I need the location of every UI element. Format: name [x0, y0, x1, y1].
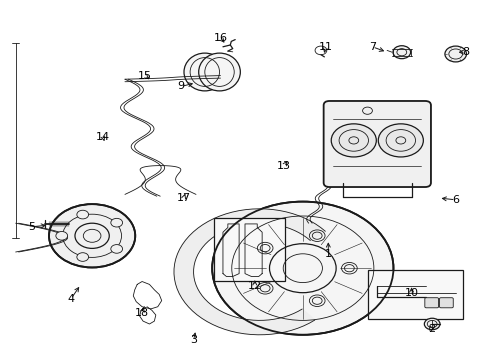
Text: 5: 5	[28, 222, 35, 232]
Text: 13: 13	[277, 161, 291, 171]
FancyBboxPatch shape	[425, 298, 439, 308]
Polygon shape	[174, 209, 325, 335]
Text: 2: 2	[428, 324, 435, 334]
Circle shape	[49, 204, 135, 267]
Text: 16: 16	[214, 33, 227, 43]
Text: 8: 8	[462, 47, 469, 57]
Text: 3: 3	[190, 335, 197, 345]
Text: 14: 14	[96, 132, 110, 142]
Bar	[214, 218, 285, 281]
Circle shape	[111, 244, 122, 253]
Ellipse shape	[199, 53, 240, 91]
Text: 1: 1	[325, 249, 332, 259]
Text: 9: 9	[178, 81, 185, 91]
Circle shape	[77, 253, 89, 261]
Circle shape	[56, 231, 68, 240]
Text: 11: 11	[319, 42, 333, 52]
Text: 17: 17	[177, 193, 191, 203]
Circle shape	[393, 46, 411, 59]
Bar	[368, 270, 463, 319]
Circle shape	[445, 46, 466, 62]
Text: 18: 18	[135, 308, 149, 318]
FancyBboxPatch shape	[440, 298, 453, 308]
Circle shape	[77, 210, 89, 219]
Text: 7: 7	[369, 42, 376, 52]
Circle shape	[424, 318, 440, 330]
Text: 15: 15	[138, 71, 151, 81]
Circle shape	[378, 124, 423, 157]
Text: 12: 12	[248, 281, 262, 291]
Circle shape	[111, 219, 122, 227]
Text: 4: 4	[68, 294, 74, 304]
Text: 6: 6	[452, 195, 459, 205]
FancyBboxPatch shape	[323, 101, 431, 187]
Circle shape	[212, 202, 393, 335]
Circle shape	[331, 124, 376, 157]
Ellipse shape	[184, 53, 225, 91]
Text: 10: 10	[405, 288, 418, 298]
